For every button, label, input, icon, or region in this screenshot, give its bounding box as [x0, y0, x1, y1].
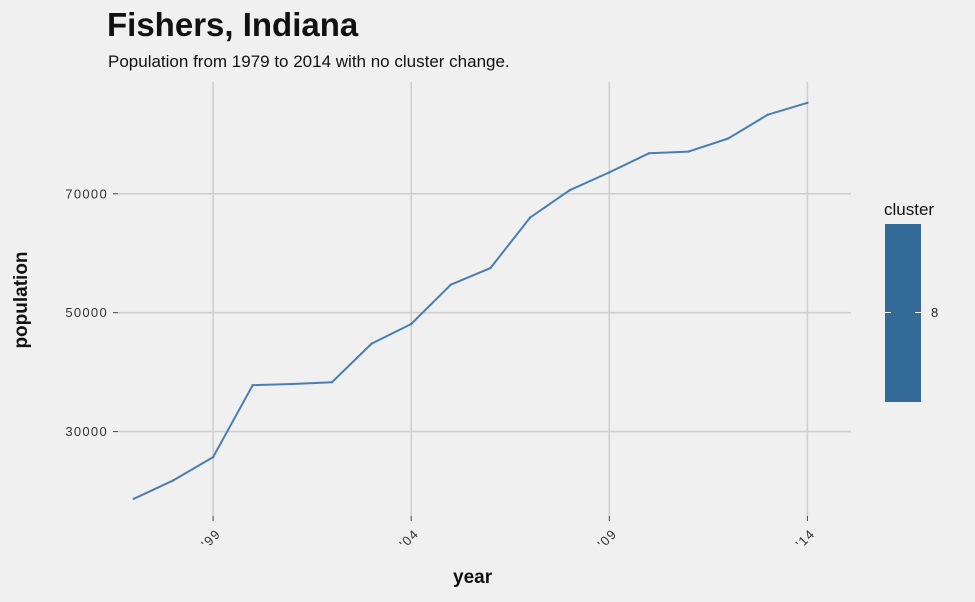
data-point: [449, 283, 453, 286]
data-point: [410, 322, 413, 326]
data-point: [291, 382, 294, 386]
y-axis-title: population: [11, 251, 32, 349]
chart-title: Fishers, Indiana: [107, 6, 359, 43]
x-tick-label: '14: [793, 526, 818, 551]
grid-lines: [118, 82, 851, 516]
data-point: [647, 152, 651, 155]
data-point: [330, 381, 334, 384]
x-axis-title: year: [453, 567, 493, 588]
data-point: [687, 150, 690, 153]
x-tick-label: '09: [595, 526, 620, 551]
y-tick-label: 30000: [65, 424, 108, 439]
legend-title: cluster: [884, 200, 935, 219]
y-tick-label: 70000: [65, 186, 108, 201]
data-point: [608, 171, 611, 174]
series-lines: [132, 101, 809, 500]
legend-tick-left: [885, 312, 891, 313]
data-point: [132, 497, 136, 500]
data-point: [211, 455, 215, 459]
data-point: [528, 216, 532, 219]
x-tick-label: '99: [198, 526, 223, 551]
legend-value-label: 8: [931, 305, 939, 320]
data-point: [568, 189, 571, 192]
data-point: [489, 266, 492, 270]
legend-tick-right: [915, 312, 921, 313]
data-point: [726, 137, 730, 140]
y-axis-ticks: 30000 50000 70000: [65, 186, 118, 439]
y-tick-label: 50000: [65, 305, 108, 320]
chart-subtitle: Population from 1979 to 2014 with no clu…: [108, 52, 510, 71]
data-point: [251, 384, 254, 387]
x-axis-ticks: '99 '04 '09 '14: [198, 516, 818, 551]
plot-panel: [118, 82, 851, 516]
x-tick-label: '04: [396, 526, 421, 551]
series-line: [133, 101, 808, 500]
legend-color-bar: [885, 224, 921, 402]
data-point: [370, 342, 373, 345]
data-point: [766, 113, 769, 116]
data-point: [806, 101, 809, 105]
data-point: [172, 479, 175, 482]
